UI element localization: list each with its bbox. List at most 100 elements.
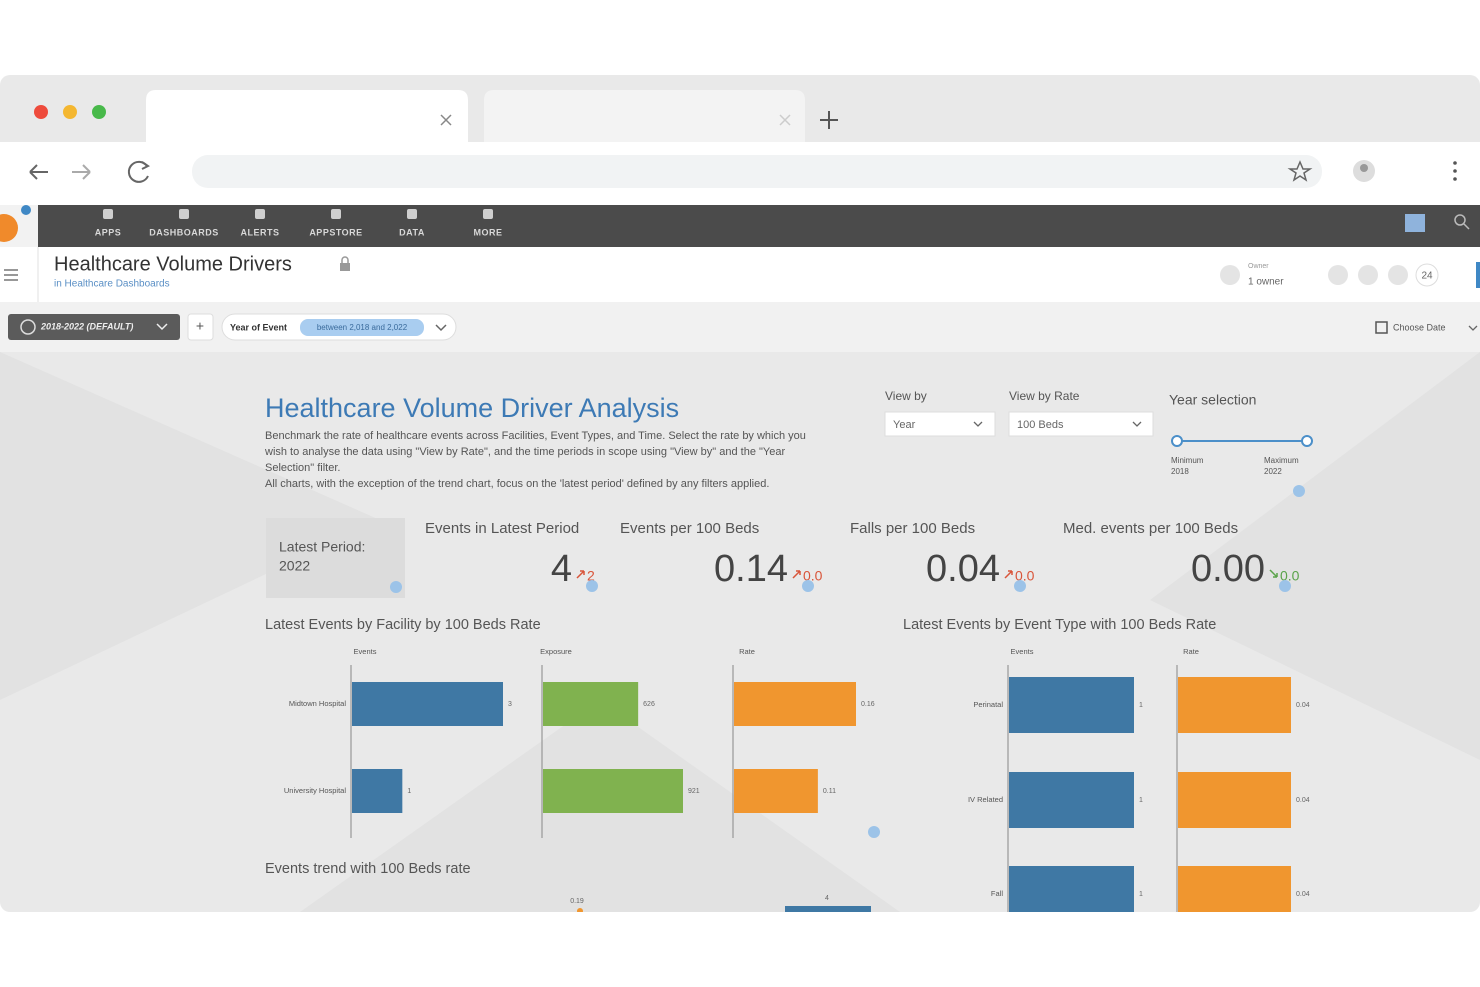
nav-item[interactable]: ALERTS bbox=[241, 227, 280, 237]
kpi-change: 0.0 bbox=[803, 568, 823, 584]
menu-dot[interactable] bbox=[1453, 161, 1457, 165]
active-tab[interactable] bbox=[146, 90, 468, 142]
description-line: Selection" filter. bbox=[265, 462, 340, 474]
kpi-change: 0.0 bbox=[1015, 568, 1035, 584]
trend-point bbox=[577, 908, 583, 912]
slider-max-handle[interactable] bbox=[1301, 435, 1313, 447]
charts: Midtown Hospital University Hospital Event… bbox=[284, 647, 1310, 912]
bookmark-star[interactable] bbox=[1287, 160, 1313, 182]
viewer-count-badge[interactable] bbox=[1415, 263, 1439, 287]
bar bbox=[352, 682, 503, 726]
nav-item[interactable]: DATA bbox=[399, 227, 425, 237]
analysis-title: Healthcare Volume Driver Analysis bbox=[265, 393, 679, 423]
kpi-change: 2 bbox=[587, 568, 595, 584]
value-label: 3 bbox=[508, 701, 512, 708]
nav-icon[interactable] bbox=[255, 209, 265, 219]
date-caret bbox=[1468, 325, 1478, 331]
info-icon[interactable] bbox=[1279, 580, 1291, 592]
description-line: wish to analyse the data using "View by … bbox=[264, 446, 785, 458]
slider-max-value: 2022 bbox=[1264, 467, 1282, 476]
slider-min-value: 2018 bbox=[1171, 467, 1189, 476]
reload-button[interactable] bbox=[127, 160, 149, 183]
bar bbox=[352, 769, 403, 813]
view-by-rate-select[interactable] bbox=[1008, 411, 1154, 437]
tab[interactable] bbox=[484, 90, 805, 142]
view-by-value: Year bbox=[893, 419, 916, 431]
preset-button[interactable] bbox=[8, 314, 180, 340]
nav-item[interactable]: DASHBOARDS bbox=[149, 227, 219, 237]
profile-head bbox=[1360, 164, 1368, 172]
nav-icon[interactable] bbox=[331, 209, 341, 219]
category-label: Midtown Hospital bbox=[289, 699, 346, 708]
minimize-dot[interactable] bbox=[63, 105, 77, 119]
info-icon[interactable] bbox=[802, 580, 814, 592]
owner-value[interactable]: 1 owner bbox=[1248, 277, 1284, 288]
back-button[interactable] bbox=[29, 164, 48, 180]
kpi-row: Events in Latest Period 4 2 Events per 100 … bbox=[425, 520, 1300, 592]
bar bbox=[543, 769, 683, 813]
value-label: 0.19 bbox=[570, 898, 584, 905]
add-filter-button[interactable] bbox=[187, 313, 214, 341]
column-header: Events bbox=[1011, 647, 1034, 656]
value-label: 1 bbox=[1139, 702, 1143, 709]
nav-icon[interactable] bbox=[103, 209, 113, 219]
nav-item[interactable]: APPS bbox=[95, 227, 122, 237]
user-badge[interactable] bbox=[1405, 214, 1425, 232]
dashboard-title: Healthcare Volume Drivers bbox=[54, 253, 292, 275]
select-caret bbox=[973, 421, 983, 427]
kpi-label: Med. events per 100 Beds bbox=[1063, 520, 1238, 537]
side-tab[interactable] bbox=[1476, 262, 1480, 288]
info-icon[interactable] bbox=[390, 581, 402, 593]
menu-dot bbox=[1453, 169, 1457, 173]
filter-caret bbox=[435, 324, 447, 332]
nav-item[interactable]: APPSTORE bbox=[309, 227, 362, 237]
forward-button[interactable] bbox=[72, 164, 91, 180]
description-line: Benchmark the rate of healthcare events … bbox=[265, 430, 806, 442]
view-by-rate-label: View by Rate bbox=[1009, 389, 1080, 403]
lock-shackle bbox=[341, 256, 349, 263]
kpi-value: 4 bbox=[551, 548, 572, 590]
column-header: Rate bbox=[739, 647, 755, 656]
description-line: All charts, with the exception of the tr… bbox=[265, 478, 769, 490]
info-icon[interactable] bbox=[1293, 485, 1305, 497]
info-icon[interactable] bbox=[868, 826, 880, 838]
info-icon[interactable] bbox=[586, 580, 598, 592]
bar bbox=[1009, 677, 1134, 733]
category-label: IV Related bbox=[968, 795, 1003, 804]
info-icon[interactable] bbox=[1014, 580, 1026, 592]
kpi-arrow bbox=[1004, 570, 1013, 579]
bar bbox=[734, 769, 818, 813]
choose-date[interactable]: Choose Date bbox=[1393, 322, 1446, 332]
logo[interactable] bbox=[0, 214, 18, 242]
address-bar[interactable] bbox=[192, 155, 1322, 188]
viewer-count: 24 bbox=[1421, 271, 1433, 282]
category-label: Fall bbox=[991, 889, 1003, 898]
maximize-dot[interactable] bbox=[92, 105, 106, 119]
nav-icon[interactable] bbox=[483, 209, 493, 219]
close-dot[interactable] bbox=[34, 105, 48, 119]
tab-close[interactable] bbox=[440, 114, 452, 126]
dashboard-subtitle[interactable]: in Healthcare Dashboards bbox=[54, 279, 170, 290]
description: Benchmark the rate of healthcare events … bbox=[264, 430, 806, 490]
new-tab[interactable] bbox=[820, 111, 838, 129]
slider-min-handle[interactable] bbox=[1171, 435, 1183, 447]
slider-max-label: Maximum bbox=[1264, 456, 1299, 465]
sidebar-toggle[interactable] bbox=[4, 269, 18, 281]
search-icon[interactable] bbox=[1454, 214, 1466, 226]
kpi-label: Falls per 100 Beds bbox=[850, 520, 975, 537]
value-label: 0.16 bbox=[861, 701, 875, 708]
nav-items: APPS DASHBOARDS ALERTS APPSTORE DATA MORE bbox=[95, 209, 503, 237]
nav-item[interactable]: MORE bbox=[474, 227, 503, 237]
preset-caret bbox=[156, 323, 168, 331]
value-label: 0.04 bbox=[1296, 797, 1310, 804]
trend-bar bbox=[785, 906, 871, 912]
tab-close[interactable] bbox=[779, 114, 791, 126]
nav-icon[interactable] bbox=[407, 209, 417, 219]
kpi-label: Events per 100 Beds bbox=[620, 520, 759, 537]
bar bbox=[1178, 772, 1291, 828]
nav-icon[interactable] bbox=[179, 209, 189, 219]
preset-label: 2018-2022 (DEFAULT) bbox=[40, 321, 133, 331]
bar bbox=[1178, 677, 1291, 733]
bar bbox=[734, 682, 856, 726]
